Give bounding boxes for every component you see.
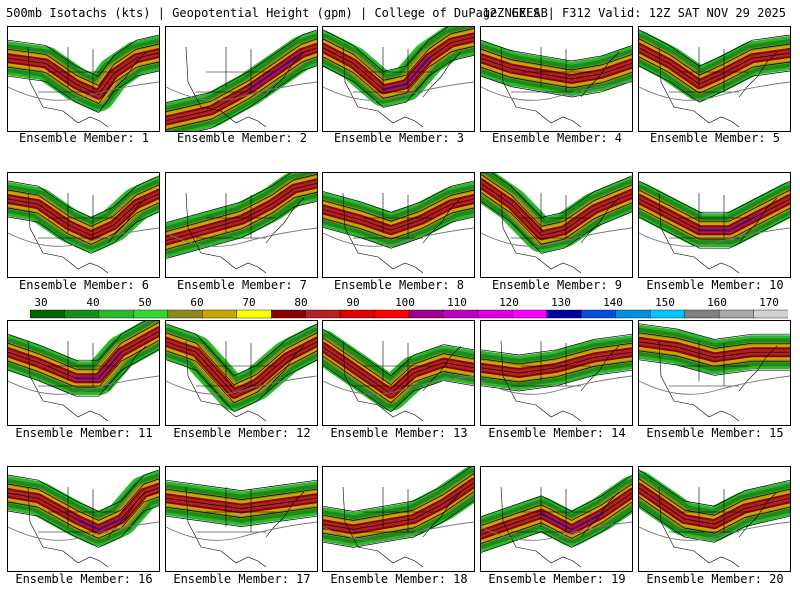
ensemble-member-map bbox=[165, 320, 318, 426]
color-bar-tick: 40 bbox=[86, 296, 100, 309]
ensemble-member-map bbox=[322, 466, 475, 572]
ensemble-member-label: Ensemble Member: 17 bbox=[173, 572, 311, 586]
ensemble-member-map bbox=[165, 26, 318, 132]
color-bar-segment bbox=[512, 309, 548, 319]
color-bar-segment bbox=[167, 309, 203, 319]
color-bar-segment bbox=[546, 309, 582, 319]
ensemble-member-map bbox=[480, 466, 633, 572]
color-bar-tick: 120 bbox=[499, 296, 519, 309]
ensemble-member-label: Ensemble Member: 9 bbox=[491, 278, 623, 292]
color-bar-segment bbox=[133, 309, 169, 319]
color-bar-tick: 70 bbox=[242, 296, 256, 309]
color-bar-tick: 130 bbox=[551, 296, 571, 309]
color-bar-tick: 140 bbox=[603, 296, 623, 309]
ensemble-member-label: Ensemble Member: 8 bbox=[333, 278, 465, 292]
ensemble-member-label: Ensemble Member: 15 bbox=[646, 426, 784, 440]
color-bar-segment bbox=[339, 309, 376, 319]
ensemble-member-label: Ensemble Member: 10 bbox=[646, 278, 784, 292]
color-bar-segment bbox=[581, 309, 617, 319]
color-bar-tick: 60 bbox=[190, 296, 204, 309]
color-bar-tick: 110 bbox=[447, 296, 467, 309]
color-bar-segment bbox=[615, 309, 651, 319]
ensemble-member-label: Ensemble Member: 14 bbox=[488, 426, 626, 440]
ensemble-member-label: Ensemble Member: 12 bbox=[173, 426, 311, 440]
ensemble-member-label: Ensemble Member: 4 bbox=[491, 131, 623, 145]
ensemble-member-label: Ensemble Member: 7 bbox=[176, 278, 308, 292]
ensemble-member-label: Ensemble Member: 5 bbox=[649, 131, 781, 145]
color-bar-tick: 80 bbox=[294, 296, 308, 309]
color-bar-segment bbox=[408, 309, 445, 319]
ensemble-member-map bbox=[7, 320, 160, 426]
ensemble-member-map bbox=[638, 320, 791, 426]
ensemble-member-map bbox=[638, 26, 791, 132]
ensemble-member-map bbox=[638, 466, 791, 572]
ensemble-member-map bbox=[480, 172, 633, 278]
color-bar-tick: 100 bbox=[395, 296, 415, 309]
ensemble-member-map bbox=[322, 172, 475, 278]
color-bar-segment bbox=[270, 309, 307, 319]
isotach-color-bar bbox=[30, 309, 788, 319]
ensemble-member-label: Ensemble Member: 1 bbox=[18, 131, 150, 145]
color-bar-segment bbox=[649, 309, 686, 319]
ensemble-member-map bbox=[638, 172, 791, 278]
color-bar-segment bbox=[305, 309, 341, 319]
color-bar-segment bbox=[443, 309, 479, 319]
ensemble-member-label: Ensemble Member: 16 bbox=[15, 572, 153, 586]
ensemble-member-label: Ensemble Member: 3 bbox=[333, 131, 465, 145]
model-run-label: 12Z GEFS | F312 Valid: 12Z SAT NOV 29 20… bbox=[482, 6, 786, 20]
color-bar-segment bbox=[98, 309, 135, 319]
color-bar-segment bbox=[202, 309, 238, 319]
color-bar-segment bbox=[374, 309, 410, 319]
color-bar-tick: 170 bbox=[759, 296, 779, 309]
color-bar-segment bbox=[684, 309, 720, 319]
ensemble-member-label: Ensemble Member: 19 bbox=[488, 572, 626, 586]
map-title: 500mb Isotachs (kts) | Geopotential Heig… bbox=[6, 6, 548, 20]
color-bar-segment bbox=[236, 309, 272, 319]
ensemble-member-map bbox=[165, 172, 318, 278]
ensemble-member-map bbox=[480, 26, 633, 132]
ensemble-member-map bbox=[322, 26, 475, 132]
ensemble-member-map bbox=[7, 172, 160, 278]
ensemble-member-label: Ensemble Member: 18 bbox=[330, 572, 468, 586]
ensemble-member-label: Ensemble Member: 13 bbox=[330, 426, 468, 440]
color-bar-segment bbox=[64, 309, 100, 319]
ensemble-member-label: Ensemble Member: 11 bbox=[15, 426, 153, 440]
color-bar-tick: 150 bbox=[655, 296, 675, 309]
ensemble-member-label: Ensemble Member: 6 bbox=[18, 278, 150, 292]
color-bar-segment bbox=[718, 309, 755, 319]
ensemble-member-label: Ensemble Member: 20 bbox=[646, 572, 784, 586]
color-bar-segment bbox=[30, 309, 66, 319]
ensemble-member-map bbox=[7, 26, 160, 132]
ensemble-member-map bbox=[322, 320, 475, 426]
color-bar-tick: 90 bbox=[346, 296, 360, 309]
ensemble-member-label: Ensemble Member: 2 bbox=[176, 131, 308, 145]
color-bar-segment bbox=[477, 309, 514, 319]
ensemble-member-map bbox=[165, 466, 318, 572]
color-bar-tick: 50 bbox=[138, 296, 152, 309]
ensemble-member-map bbox=[7, 466, 160, 572]
color-bar-tick: 30 bbox=[34, 296, 48, 309]
ensemble-member-map bbox=[480, 320, 633, 426]
color-bar-segment bbox=[753, 309, 788, 319]
color-bar-tick: 160 bbox=[707, 296, 727, 309]
